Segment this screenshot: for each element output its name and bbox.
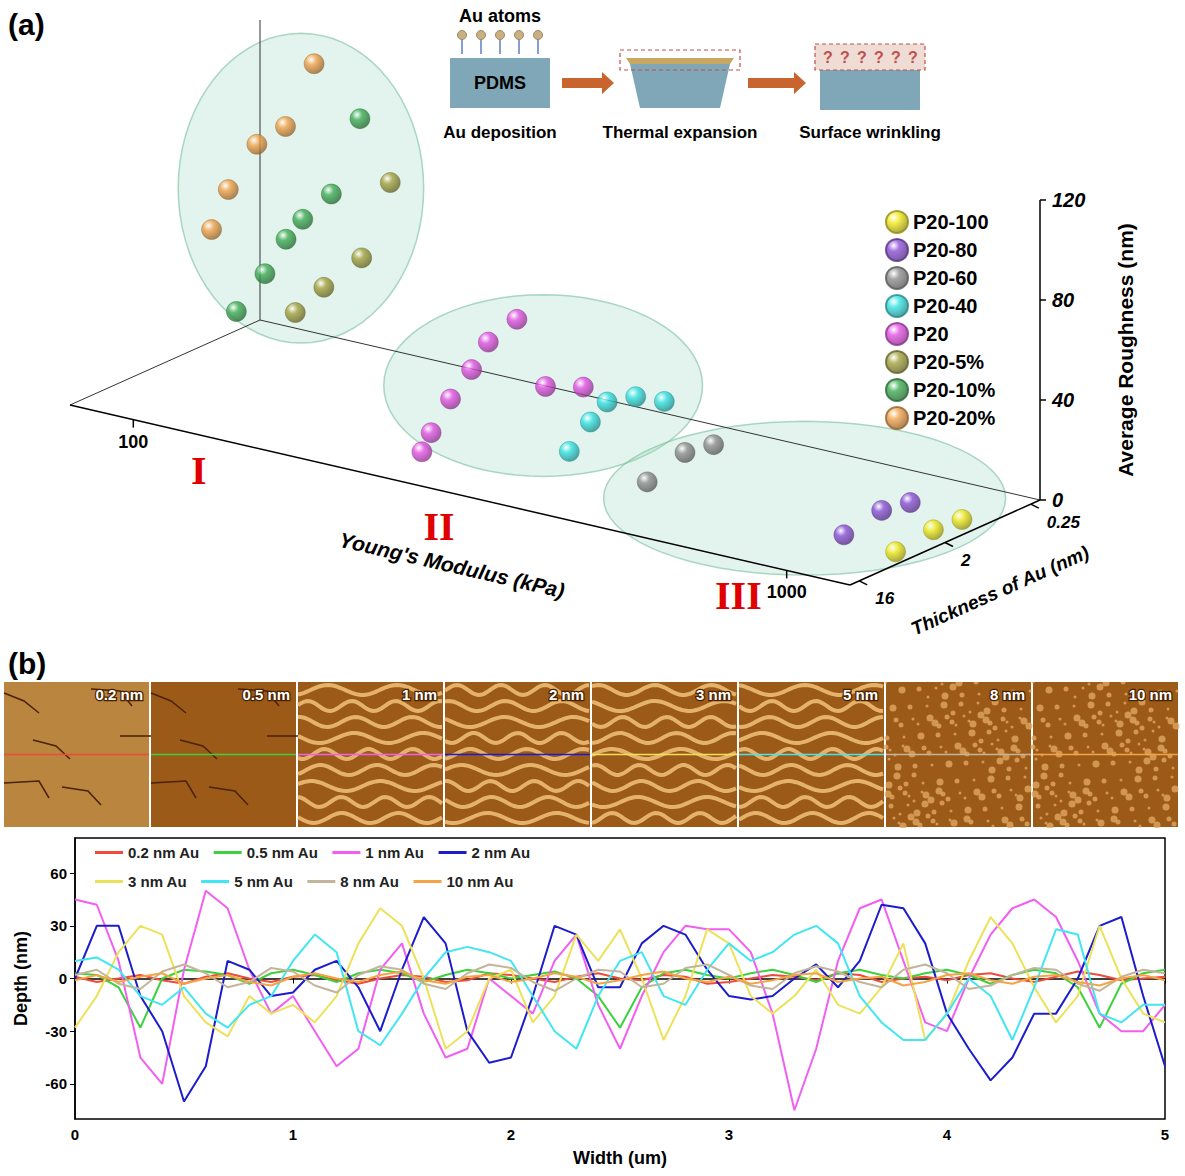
svg-text:3: 3 (725, 1126, 733, 1143)
svg-text:P20-80: P20-80 (913, 239, 978, 261)
svg-text:Young's Modulus (kPa): Young's Modulus (kPa) (337, 527, 567, 603)
svg-text:?: ? (891, 49, 901, 66)
svg-text:0: 0 (71, 1126, 79, 1143)
svg-text:120: 120 (1052, 189, 1085, 211)
svg-text:3 nm: 3 nm (696, 686, 731, 703)
svg-text:Width (um): Width (um) (573, 1148, 667, 1168)
svg-text:-60: -60 (45, 1075, 67, 1092)
svg-text:10 nm Au: 10 nm Au (447, 873, 514, 890)
svg-text:P20-40: P20-40 (913, 295, 978, 317)
svg-text:II: II (423, 504, 454, 549)
svg-text:Au deposition: Au deposition (443, 123, 556, 142)
svg-text:1 nm Au: 1 nm Au (365, 844, 424, 861)
svg-text:2: 2 (960, 551, 971, 570)
svg-text:I: I (191, 448, 207, 493)
svg-text:0.2 nm: 0.2 nm (95, 686, 143, 703)
svg-text:P20-20%: P20-20% (913, 407, 995, 429)
svg-text:Depth (nm): Depth (nm) (11, 931, 31, 1026)
svg-text:80: 80 (1052, 289, 1074, 311)
svg-text:0.2 nm Au: 0.2 nm Au (128, 844, 199, 861)
svg-text:2: 2 (507, 1126, 515, 1143)
svg-text:P20: P20 (913, 323, 949, 345)
svg-text:0.5 nm Au: 0.5 nm Au (247, 844, 318, 861)
svg-text:3 nm Au: 3 nm Au (128, 873, 187, 890)
svg-text:2 nm: 2 nm (549, 686, 584, 703)
svg-text:30: 30 (50, 917, 67, 934)
svg-text:5: 5 (1161, 1126, 1169, 1143)
svg-text:5 nm Au: 5 nm Au (234, 873, 293, 890)
svg-text:1000: 1000 (767, 582, 807, 602)
html-text:(b): (b) (8, 647, 47, 680)
svg-text:4: 4 (943, 1126, 952, 1143)
svg-text:100: 100 (118, 432, 148, 452)
svg-text:?: ? (874, 49, 884, 66)
svg-text:0: 0 (59, 970, 67, 987)
svg-text:(a): (a) (8, 8, 45, 41)
svg-text:P20-100: P20-100 (913, 211, 989, 233)
svg-text:0: 0 (1052, 489, 1063, 511)
svg-text:0.25: 0.25 (1047, 513, 1081, 532)
svg-text:III: III (715, 573, 762, 618)
svg-text:?: ? (908, 49, 918, 66)
svg-text:0.5 nm: 0.5 nm (242, 686, 290, 703)
svg-text:Surface wrinkling: Surface wrinkling (799, 123, 941, 142)
svg-text:1: 1 (289, 1126, 297, 1143)
svg-text:?: ? (840, 49, 850, 66)
svg-text:Thermal expansion: Thermal expansion (603, 123, 758, 142)
svg-text:8 nm: 8 nm (990, 686, 1025, 703)
svg-text:PDMS: PDMS (474, 73, 526, 93)
svg-text:P20-10%: P20-10% (913, 379, 995, 401)
svg-text:Average Roughness (nm): Average Roughness (nm) (1114, 223, 1137, 477)
svg-text:40: 40 (1051, 389, 1074, 411)
svg-text:2 nm Au: 2 nm Au (472, 844, 531, 861)
svg-text:60: 60 (50, 865, 67, 882)
svg-text:1 nm: 1 nm (402, 686, 437, 703)
svg-text:-30: -30 (45, 1023, 67, 1040)
svg-text:P20-5%: P20-5% (913, 351, 984, 373)
svg-text:16: 16 (875, 589, 894, 608)
svg-text:Au atoms: Au atoms (459, 6, 541, 26)
svg-text:?: ? (857, 49, 867, 66)
svg-text:5 nm: 5 nm (843, 686, 878, 703)
svg-text:P20-60: P20-60 (913, 267, 978, 289)
svg-text:8 nm Au: 8 nm Au (340, 873, 399, 890)
svg-text:?: ? (823, 49, 833, 66)
svg-text:Thickness of Au (nm): Thickness of Au (nm) (908, 542, 1092, 640)
svg-text:10 nm: 10 nm (1129, 686, 1172, 703)
